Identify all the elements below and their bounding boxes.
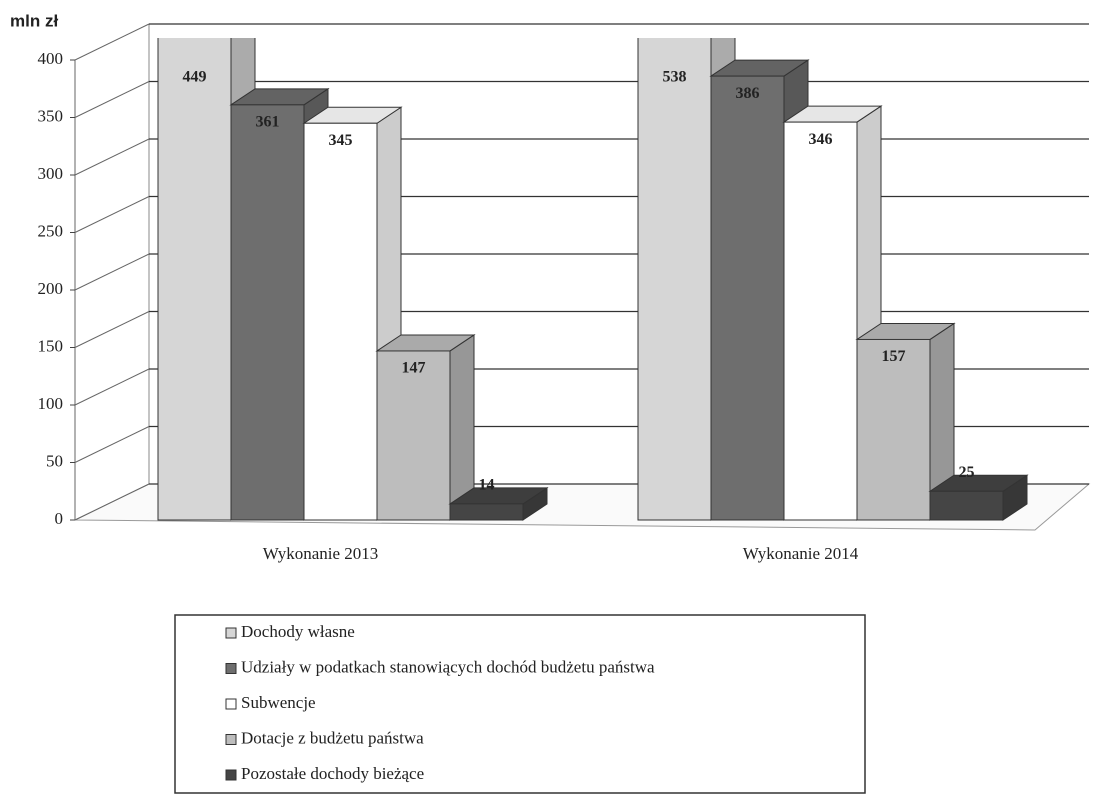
grid-line [74,426,150,463]
x-tick-label: Wykonanie 2014 [743,544,859,563]
y-tick-label: 150 [38,336,64,355]
grid-line [74,81,150,118]
x-tick-label: Wykonanie 2013 [263,544,379,563]
data-label: 25 [959,464,975,481]
bar-front [856,338,931,521]
y-axis-label: mln zł [10,11,58,30]
bar [448,486,549,521]
bar-front [157,38,232,521]
bar-top [158,0,255,4]
y-tick-label: 100 [38,394,64,413]
grid-line [74,23,150,61]
y-tick-label: 0 [55,509,64,528]
grid-line [74,253,150,291]
grid-line [74,311,150,348]
y-tick-label: 250 [38,221,64,240]
bar-front [376,350,451,521]
data-label: 346 [809,131,833,148]
legend-label: Udziały w podatkach stanowiących dochód … [241,657,655,676]
bar [855,322,956,521]
y-tick-label: 350 [38,106,64,125]
data-label: 361 [256,114,280,131]
grid-line [74,483,150,521]
legend-marker [225,698,237,710]
legend-box [174,614,866,794]
legend-marker [225,734,237,745]
legend-marker [225,663,237,674]
legend-label: Dotacje z budżetu państwa [241,728,424,747]
bar-front [929,490,1004,521]
bar-front [230,104,305,521]
bar-front [449,503,524,521]
y-tick-label: 400 [38,49,64,68]
data-label: 449 [183,69,207,86]
legend-marker [225,627,237,639]
grid-line [74,368,150,406]
bar-front [710,75,785,521]
grid-line [74,196,150,233]
data-label: 345 [329,132,353,149]
grid-line [74,138,150,176]
bar [375,334,476,521]
y-tick-label: 300 [38,164,64,183]
data-label: 14 [479,477,495,494]
data-label: 157 [882,348,906,365]
legend-label: Pozostałe dochody bieżące [241,764,424,783]
bar-front [303,122,378,521]
y-tick-label: 200 [38,279,64,298]
data-label: 147 [402,360,426,377]
legend-marker [225,769,237,781]
bar-front [783,121,858,521]
data-label: 386 [736,85,760,102]
legend-label: Dochody własne [241,622,355,641]
y-tick-label: 50 [46,451,63,470]
data-label: 538 [663,69,687,86]
legend-label: Subwencje [241,693,316,712]
bar [928,474,1029,521]
